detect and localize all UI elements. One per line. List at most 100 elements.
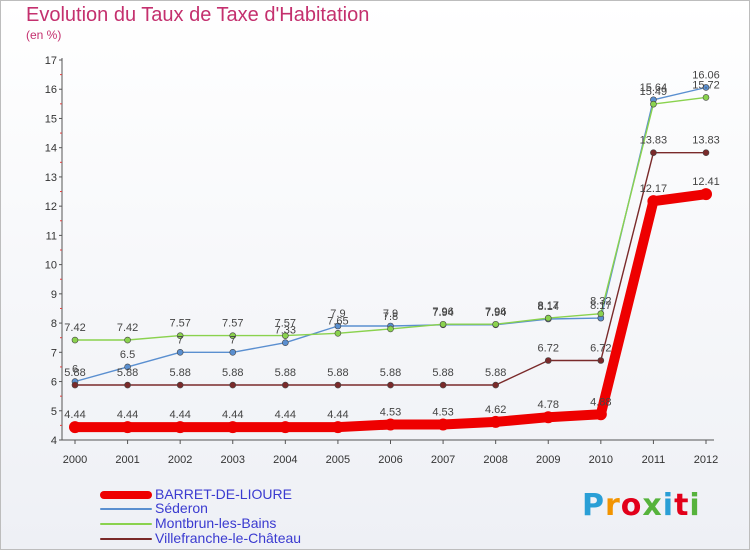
data-label: 8.14 bbox=[538, 301, 559, 313]
data-label: 5.88 bbox=[327, 367, 348, 379]
data-label: 13.83 bbox=[692, 135, 720, 147]
data-point bbox=[124, 363, 131, 371]
data-point bbox=[282, 381, 289, 389]
data-point bbox=[174, 421, 187, 434]
data-label: 7.8 bbox=[383, 311, 398, 323]
data-point bbox=[71, 381, 79, 389]
data-point bbox=[700, 188, 712, 201]
data-label: 7.94 bbox=[432, 307, 453, 319]
data-point bbox=[597, 357, 605, 364]
data-point bbox=[492, 320, 499, 328]
data-label: 6.5 bbox=[120, 349, 135, 361]
data-label: 7.96 bbox=[485, 306, 506, 318]
data-label: 12.41 bbox=[692, 176, 720, 188]
series-line bbox=[74, 86, 707, 383]
data-label: 5.88 bbox=[64, 367, 85, 379]
legend-label: Séderon bbox=[155, 500, 208, 516]
data-point bbox=[439, 381, 447, 389]
data-point bbox=[597, 310, 605, 318]
data-point bbox=[176, 332, 184, 339]
data-point bbox=[282, 332, 289, 339]
y-tick-label: 16 bbox=[45, 84, 57, 96]
x-tick-label: 2007 bbox=[431, 454, 455, 466]
data-label: 7.57 bbox=[169, 318, 190, 330]
data-label: 7.9 bbox=[383, 308, 398, 320]
data-point bbox=[282, 339, 289, 346]
data-label: 7.94 bbox=[485, 307, 506, 319]
data-label: 4.62 bbox=[485, 404, 506, 416]
data-label: 4.44 bbox=[169, 409, 190, 421]
data-label: 4.53 bbox=[380, 407, 401, 419]
data-label: 4.44 bbox=[275, 409, 296, 421]
x-tick-label: 2006 bbox=[378, 454, 402, 466]
chart-axes: 4 5 6 7 8 9 10 11 12 13 14 15 16 17 2000 2001 2002 2003 20… bbox=[45, 55, 718, 466]
y-tick-label: 14 bbox=[45, 143, 57, 155]
x-tick-label: 2004 bbox=[273, 454, 297, 466]
data-point bbox=[176, 381, 184, 389]
data-point bbox=[437, 418, 450, 431]
data-label: 4.88 bbox=[590, 396, 611, 408]
data-point bbox=[334, 381, 342, 389]
data-label: 15.64 bbox=[640, 82, 668, 94]
x-tick-label: 2010 bbox=[589, 454, 613, 466]
chart-data-labels: 4.44 4.44 4.44 4.44 4.44 4.44 4.53 4.53 4.62 4.78… bbox=[64, 69, 719, 421]
data-label: 7.65 bbox=[327, 315, 348, 327]
data-point bbox=[334, 330, 342, 337]
data-label: 7 bbox=[230, 334, 236, 346]
data-point bbox=[489, 415, 502, 428]
x-tick-label: 2009 bbox=[536, 454, 560, 466]
data-point bbox=[439, 320, 447, 328]
data-point bbox=[702, 94, 710, 101]
x-tick-label: 2000 bbox=[63, 454, 87, 466]
chart-series-lines bbox=[69, 84, 712, 434]
data-point bbox=[387, 325, 394, 333]
legend-swatch bbox=[100, 491, 152, 499]
x-tick-label: 2011 bbox=[642, 454, 666, 466]
data-label: 7.42 bbox=[64, 322, 85, 334]
y-tick-label: 4 bbox=[51, 435, 57, 447]
data-label: 15.72 bbox=[692, 79, 720, 91]
data-label: 4.78 bbox=[538, 399, 559, 411]
data-label: 7 bbox=[177, 334, 183, 346]
y-tick-label: 17 bbox=[45, 55, 57, 67]
data-label: 16.06 bbox=[692, 69, 720, 81]
legend-swatch bbox=[100, 538, 152, 540]
data-label: 5.88 bbox=[432, 367, 453, 379]
data-label: 4.44 bbox=[64, 409, 85, 421]
data-point bbox=[226, 421, 239, 434]
data-point bbox=[384, 418, 397, 431]
data-point bbox=[647, 195, 660, 208]
legend-label: Montbrun-les-Bains bbox=[155, 515, 277, 531]
data-label: 12.17 bbox=[640, 183, 668, 195]
y-tick-label: 7 bbox=[51, 347, 57, 359]
y-tick-label: 10 bbox=[45, 260, 57, 272]
data-point bbox=[702, 84, 710, 91]
data-point bbox=[229, 349, 237, 356]
data-label: 7.9 bbox=[330, 308, 345, 320]
data-label: 5.88 bbox=[275, 367, 296, 379]
y-tick-label: 15 bbox=[45, 113, 57, 125]
data-label: 5.88 bbox=[169, 367, 190, 379]
y-tick-label: 12 bbox=[45, 201, 57, 213]
data-point bbox=[650, 100, 657, 108]
data-point bbox=[650, 149, 657, 156]
data-point bbox=[124, 381, 131, 389]
data-label: 8.17 bbox=[590, 300, 611, 312]
data-label: 7.33 bbox=[275, 325, 296, 337]
data-point bbox=[542, 411, 555, 424]
data-point bbox=[71, 336, 79, 344]
chart-title: Evolution du Taux de Taxe d'Habitation bbox=[26, 4, 370, 26]
data-point bbox=[279, 421, 292, 434]
data-label: 6 bbox=[72, 364, 78, 376]
data-label: 7.57 bbox=[222, 318, 243, 330]
data-point bbox=[702, 149, 710, 156]
data-point bbox=[331, 421, 344, 434]
data-label: 6.72 bbox=[538, 342, 559, 354]
y-tick-label: 5 bbox=[51, 406, 57, 418]
data-point bbox=[229, 332, 237, 339]
y-tick-label: 6 bbox=[51, 377, 57, 389]
legend-label: BARRET-DE-LIOURE bbox=[155, 486, 292, 502]
data-point bbox=[387, 381, 394, 389]
